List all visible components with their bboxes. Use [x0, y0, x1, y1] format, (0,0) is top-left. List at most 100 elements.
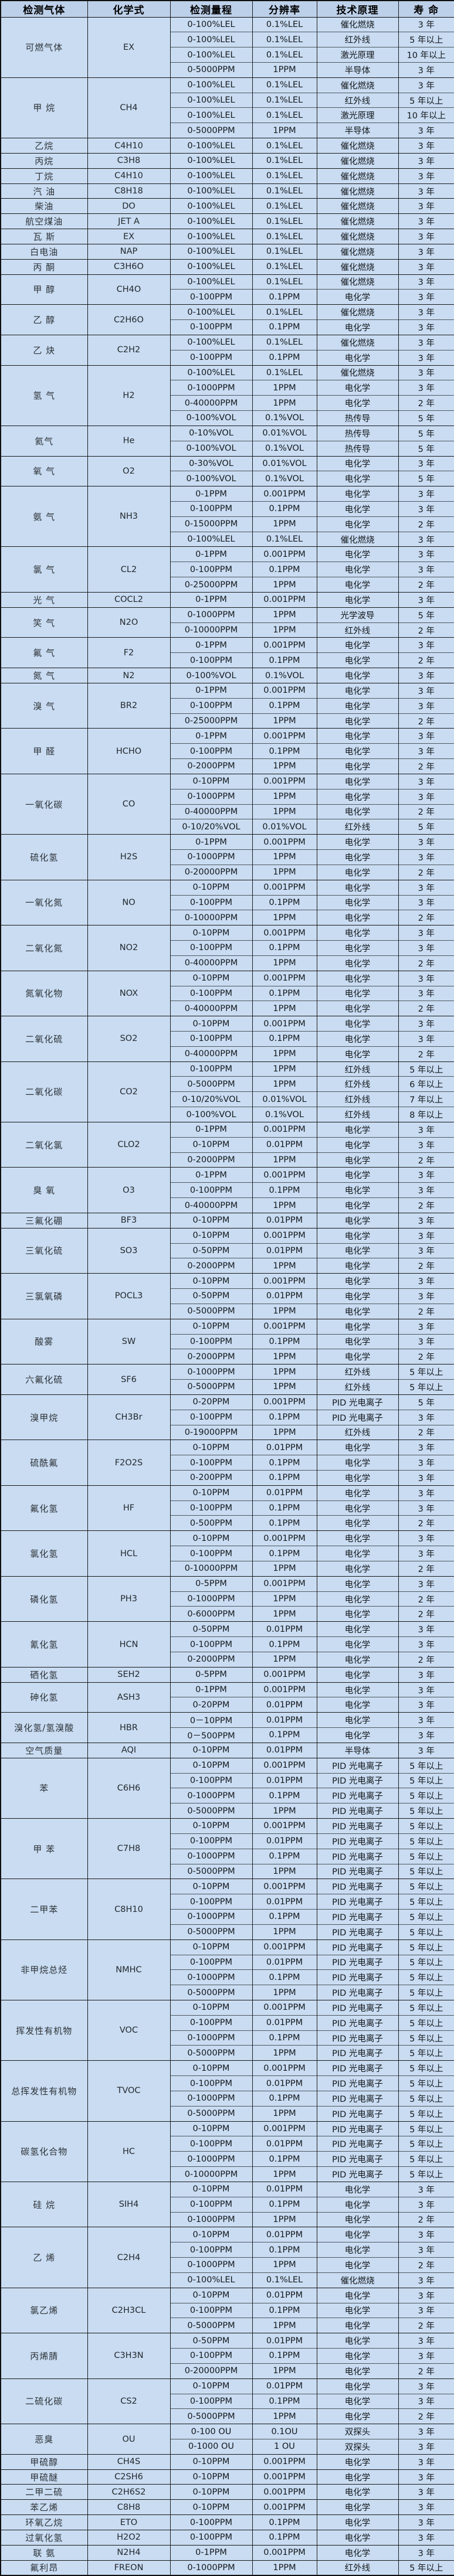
resolution-cell: 0.1%LEL — [252, 243, 317, 260]
formula-cell: ASH3 — [87, 1682, 170, 1713]
range-cell: 0-10%VOL — [170, 425, 252, 441]
lifespan-cell: 2 年 — [398, 1258, 454, 1274]
formula-cell: CH3Br — [87, 1394, 170, 1440]
range-cell: 0-100%LEL — [170, 77, 252, 93]
table-row: 0-1000PPM 0.1PPM PID 光电离子 5 年以上 — [1, 2030, 454, 2046]
principle-cell: 电化学 — [316, 1500, 398, 1516]
lifespan-cell: 5 年以上 — [398, 1894, 454, 1910]
range-cell: 0-1000PPM — [170, 788, 252, 805]
range-cell: 0-100PPM — [170, 1500, 252, 1516]
lifespan-cell: 3 年 — [398, 1712, 454, 1728]
table-row: 0-5000PPM 1PPM PID 光电离子 5 年以上 — [1, 1863, 454, 1879]
range-cell: 0-10PPM — [170, 1530, 252, 1546]
lifespan-cell: 3 年 — [398, 365, 454, 380]
resolution-cell: 0.01PPM — [252, 2287, 317, 2303]
formula-cell: NO2 — [87, 925, 170, 971]
table-row: 0-100PPM 0.1PPM 电化学 3 年 — [1, 289, 454, 305]
principle-cell: 电化学 — [316, 1546, 398, 1561]
principle-cell: PID 光电离子 — [316, 2105, 398, 2122]
table-row: 0-100%LEL 0.1%LEL 红外线 5 年以上 — [1, 92, 454, 108]
gas-name-cell: 氟化氢 — [0, 1485, 87, 1531]
gas-name-cell: 溴甲烷 — [0, 1394, 87, 1440]
range-cell: 0-50PPM — [170, 2333, 252, 2349]
range-cell: 0-100PPM — [170, 697, 252, 714]
range-cell: 0-100%LEL — [170, 243, 252, 260]
table-row: 0-100PPM 0.1PPM PID 光电离子 3 年 — [1, 1409, 454, 1425]
table-row: 二硫化碳 CS2 0-10PPM 0.01PPM 电化学 3 年 — [0, 2378, 454, 2424]
table-row: 二氧化碳 CO2 0-100PPM 1PPM 红外线 5 年以上 — [0, 1061, 454, 1122]
lifespan-cell: 5 年 — [398, 1394, 454, 1410]
principle-cell: 催化燃烧 — [316, 531, 398, 547]
principle-cell: 电化学 — [316, 1636, 398, 1652]
resolution-cell: 1PPM — [252, 849, 317, 865]
resolution-cell: 1PPM — [252, 2166, 317, 2182]
range-cell: 0-10PPM — [170, 2484, 252, 2500]
resolution-cell: 1PPM — [252, 516, 317, 532]
principle-cell: 红外线 — [316, 32, 398, 47]
resolution-cell: 1PPM — [252, 804, 317, 819]
resolution-cell: 0.1%LEL — [252, 531, 317, 547]
gas-name-cell: 丙 酮 — [0, 258, 87, 275]
table-row: 0-2000PPM 1PPM 电化学 2 年 — [1, 1258, 454, 1274]
range-cell: 0-10PPM — [170, 925, 252, 941]
lifespan-cell: 5 年 — [398, 819, 454, 835]
principle-cell: 催化燃烧 — [316, 198, 398, 214]
table-row: 0-100PPM 0.1PPM 电化学 3 年 — [1, 2302, 454, 2318]
lifespan-cell: 5 年以上 — [398, 1939, 454, 1955]
lifespan-cell: 3 年 — [398, 2272, 454, 2288]
principle-cell: 电化学 — [316, 486, 398, 502]
gas-name-cell: 溴 气 — [0, 682, 87, 729]
gas-name-cell: 硫化氢 — [0, 834, 87, 880]
formula-cell: CH4 — [87, 77, 170, 138]
range-cell: 0-100PPM — [170, 1333, 252, 1349]
table-row: 碳氢化合物 HC 0-10PPM 0.001PPM PID 光电离子 5 年以上 — [0, 2121, 454, 2182]
lifespan-cell: 3 年 — [398, 879, 454, 896]
resolution-cell: 0.001PPM — [252, 2484, 317, 2500]
range-cell: 0-10000PPM — [170, 622, 252, 638]
resolution-cell: 0.1PPM — [252, 985, 317, 1001]
resolution-cell: 0.1PPM — [252, 1333, 317, 1349]
lifespan-cell: 3 年 — [398, 1546, 454, 1561]
resolution-cell: 0.001PPM — [252, 1016, 317, 1032]
table-row: 甲 烷 CH4 0-100%LEL 0.1%LEL 催化燃烧 3 年 — [0, 77, 454, 138]
table-row: 0-40000PPM 1PPM 电化学 2 年 — [1, 804, 454, 819]
range-cell: 0-100PPM — [170, 1182, 252, 1198]
range-cell: 0-100PPM — [170, 1409, 252, 1425]
principle-cell: 双探头 — [316, 2439, 398, 2455]
resolution-cell: 0.01PPM — [252, 2014, 317, 2031]
resolution-cell: 0.1PPM — [252, 1515, 317, 1531]
formula-cell: JET A — [87, 213, 170, 229]
table-row: 0-10/20%VOL 0.01%VOL 红外线 7 年以上 — [1, 1091, 454, 1107]
gas-name-cell: 氯化氢 — [0, 1530, 87, 1577]
table-row: 溴化氢/氢溴酸 HBR 0－10PPM 0.01PPM 电化学 3 年 — [0, 1712, 454, 1743]
gas-name-cell: 航空煤油 — [0, 213, 87, 229]
principle-cell: PID 光电离子 — [316, 1969, 398, 1985]
principle-cell: 电化学 — [316, 1243, 398, 1258]
gas-name-cell: 酸雾 — [0, 1318, 87, 1364]
gas-name-cell: 笑 气 — [0, 607, 87, 638]
lifespan-cell: 5 年以上 — [398, 2151, 454, 2167]
gas-name-cell: 氟 气 — [0, 637, 87, 668]
resolution-cell: 0.001PPM — [252, 879, 317, 896]
lifespan-cell: 3 年 — [398, 2529, 454, 2546]
resolution-cell: 0.01PPM — [252, 1742, 317, 1758]
lifespan-cell: 5 年以上 — [398, 1379, 454, 1395]
formula-cell: HCN — [87, 1621, 170, 1668]
resolution-cell: 0.1%LEL — [252, 304, 317, 320]
resolution-cell: 1PPM — [252, 1651, 317, 1668]
range-cell: 0-100PPM — [170, 1546, 252, 1561]
lifespan-cell: 3 年 — [398, 591, 454, 608]
resolution-cell: 1PPM — [252, 2363, 317, 2379]
formula-cell: COCL2 — [87, 591, 170, 608]
lifespan-cell: 5 年以上 — [398, 2136, 454, 2152]
resolution-cell: 0.1%LEL — [252, 183, 317, 199]
principle-cell: 电化学 — [316, 1227, 398, 1244]
resolution-cell: 1PPM — [252, 622, 317, 638]
table-row: 0-1000PPM 1PPM 电化学 3 年 — [1, 380, 454, 396]
header-gas: 检测气体 — [0, 1, 87, 18]
range-cell: 0-5PPM — [170, 1575, 252, 1592]
range-cell: 0-10PPM — [170, 2121, 252, 2136]
principle-cell: 电化学 — [316, 395, 398, 411]
table-row: 0-10/20%VOL 0.01%VOL 红外线 5 年 — [1, 819, 454, 835]
lifespan-cell: 2 年 — [398, 1606, 454, 1622]
